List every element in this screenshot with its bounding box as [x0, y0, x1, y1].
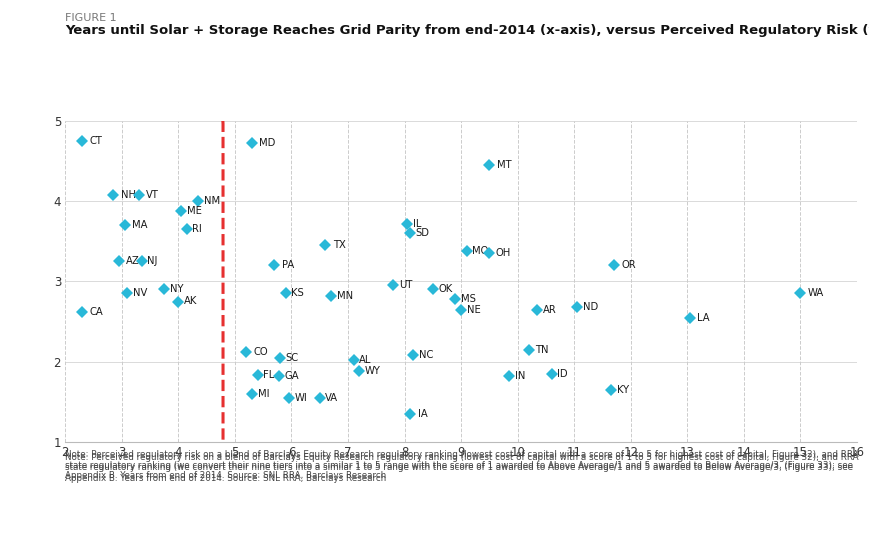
Text: Note: Perceived regulatory risk on a blend of Barclays Equity Research regulator: Note: Perceived regulatory risk on a ble…	[65, 450, 858, 480]
Text: WA: WA	[806, 288, 823, 299]
Text: NH: NH	[121, 190, 136, 199]
Text: IL: IL	[413, 219, 421, 228]
Text: RI: RI	[192, 224, 202, 234]
Text: IN: IN	[514, 371, 525, 381]
Text: OR: OR	[620, 260, 635, 270]
Text: MS: MS	[461, 294, 475, 304]
Text: CO: CO	[253, 347, 268, 357]
Text: NJ: NJ	[147, 256, 157, 266]
Text: WY: WY	[365, 367, 381, 376]
Text: SD: SD	[415, 228, 429, 238]
Text: MI: MI	[257, 389, 269, 399]
Text: NV: NV	[133, 288, 148, 299]
Text: TX: TX	[332, 240, 345, 250]
Text: IA: IA	[417, 409, 427, 419]
Text: MT: MT	[496, 160, 511, 170]
Text: LA: LA	[697, 312, 709, 323]
Text: MA: MA	[132, 220, 148, 230]
Text: MN: MN	[336, 291, 353, 301]
Text: OK: OK	[438, 285, 452, 294]
Text: NE: NE	[466, 304, 480, 315]
Text: VA: VA	[325, 393, 338, 403]
Text: OH: OH	[494, 248, 510, 258]
Text: GA: GA	[284, 371, 299, 381]
Text: ME: ME	[187, 206, 202, 217]
Text: AZ: AZ	[126, 256, 140, 266]
Text: AR: AR	[542, 304, 556, 315]
Text: NC: NC	[418, 351, 433, 360]
Text: ID: ID	[556, 369, 567, 379]
Text: TN: TN	[534, 345, 547, 355]
Text: NM: NM	[203, 196, 220, 206]
Text: AK: AK	[183, 296, 197, 307]
Text: ND: ND	[582, 302, 597, 312]
Text: FL: FL	[262, 370, 274, 381]
Text: CT: CT	[90, 136, 103, 146]
Text: CA: CA	[90, 307, 103, 317]
Text: KY: KY	[616, 385, 628, 395]
Text: WI: WI	[294, 393, 307, 403]
Text: PA: PA	[282, 260, 294, 270]
Text: SC: SC	[285, 353, 299, 363]
Text: Years until Solar + Storage Reaches Grid Parity from end-2014 (x-axis), versus P: Years until Solar + Storage Reaches Grid…	[65, 24, 869, 37]
Text: NY: NY	[169, 285, 183, 294]
Text: Note: Perceived regulatory risk on a blend of Barclays Equity Research regulator: Note: Perceived regulatory risk on a ble…	[65, 453, 858, 483]
Text: MO: MO	[472, 246, 488, 256]
Text: AL: AL	[359, 355, 371, 365]
Text: VT: VT	[146, 190, 159, 199]
Text: MD: MD	[259, 138, 275, 148]
Text: UT: UT	[398, 280, 412, 291]
Text: FIGURE 1: FIGURE 1	[65, 13, 116, 24]
Text: KS: KS	[291, 288, 304, 299]
